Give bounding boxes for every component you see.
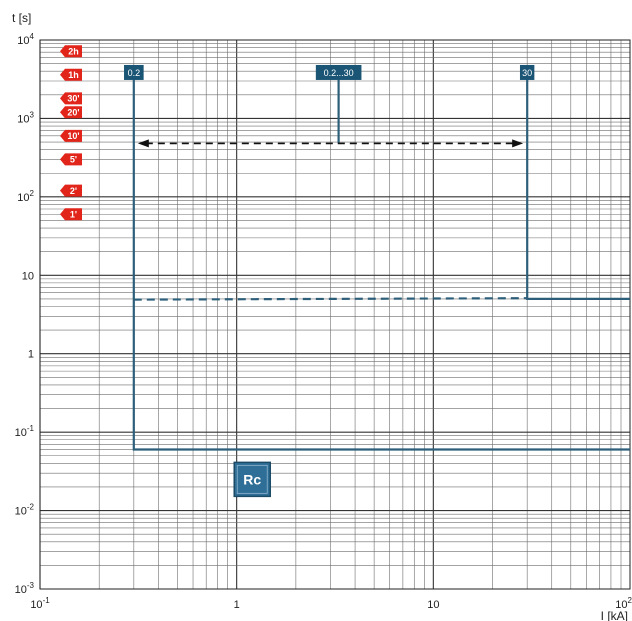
- setting-flag-label: 0.2: [128, 68, 141, 78]
- setting-flag-2: 0.2...30: [315, 64, 362, 80]
- time-tag-shape: [60, 106, 82, 119]
- rc-badge: Rc: [233, 461, 271, 498]
- trip-curve-1: [132, 71, 630, 451]
- time-tag-4: 20': [60, 106, 82, 119]
- time-tags: 2h 1h 30' 20' 10' 5' 2' 1': [60, 45, 82, 221]
- time-tag-shape: [60, 129, 82, 142]
- x-tick-label: 10: [427, 599, 439, 611]
- y-tick-label: 10-1: [15, 424, 35, 439]
- time-tag-6: 5': [60, 153, 82, 166]
- y-tick-label: 1: [28, 349, 34, 361]
- time-tag-label: 1': [70, 209, 77, 219]
- y-tick-label: 10-3: [15, 581, 35, 596]
- x-axis-title: I [kA]: [601, 609, 628, 621]
- setting-flag-label: 30: [522, 68, 532, 78]
- y-tick-label: 102: [17, 189, 34, 204]
- time-tag-shape: [60, 153, 82, 166]
- time-tag-label: 20': [67, 107, 79, 117]
- setting-flag-box: [124, 64, 144, 80]
- y-tick-label: 10: [22, 270, 34, 282]
- y-tick-label: 10-2: [15, 503, 35, 518]
- current-flags: 0.2 0.2...30 30 Rc: [124, 64, 535, 498]
- rc-badge-inner: [236, 464, 268, 494]
- rc-badge-box: [233, 461, 271, 498]
- time-tag-shape: [60, 208, 82, 221]
- time-tag-1: 2h: [60, 45, 82, 58]
- x-tick-label: 10-1: [30, 596, 50, 611]
- time-tag-3: 30': [60, 92, 82, 105]
- time-tag-8: 1': [60, 208, 82, 221]
- plot-frame: [39, 39, 631, 590]
- time-tag-shape: [60, 45, 82, 58]
- trip-curve-4: [133, 297, 528, 301]
- x-tick-label: 102: [615, 596, 632, 611]
- time-tag-label: 2': [70, 186, 77, 196]
- time-tag-label: 30': [67, 94, 79, 104]
- time-tag-7: 2': [60, 184, 82, 197]
- range-arrow-left-head: [137, 139, 149, 148]
- range-arrow-right-head: [512, 139, 524, 148]
- y-tick-label: 104: [17, 32, 34, 47]
- time-tag-label: 10': [67, 131, 79, 141]
- setting-flag-box: [315, 64, 362, 80]
- time-tag-shape: [60, 68, 82, 81]
- setting-flag-1: 0.2: [124, 64, 144, 80]
- setting-flag-box: [519, 64, 535, 80]
- rc-badge-label: Rc: [243, 471, 261, 487]
- curves: [132, 71, 630, 451]
- setting-flag-3: 30: [519, 64, 535, 80]
- y-tick-label: 103: [17, 110, 34, 125]
- trip-curve-2: [526, 71, 630, 300]
- time-tag-shape: [60, 92, 82, 105]
- y-axis-title: t [s]: [12, 11, 31, 25]
- time-tag-label: 2h: [68, 46, 79, 56]
- time-tag-label: 1h: [68, 70, 79, 80]
- setting-flag-label: 0.2...30: [324, 68, 354, 78]
- x-tick-label: 1: [234, 599, 240, 611]
- time-tag-shape: [60, 184, 82, 197]
- grid: [39, 39, 631, 590]
- time-tag-2: 1h: [60, 68, 82, 81]
- time-tag-5: 10': [60, 129, 82, 142]
- time-tag-label: 5': [70, 155, 77, 165]
